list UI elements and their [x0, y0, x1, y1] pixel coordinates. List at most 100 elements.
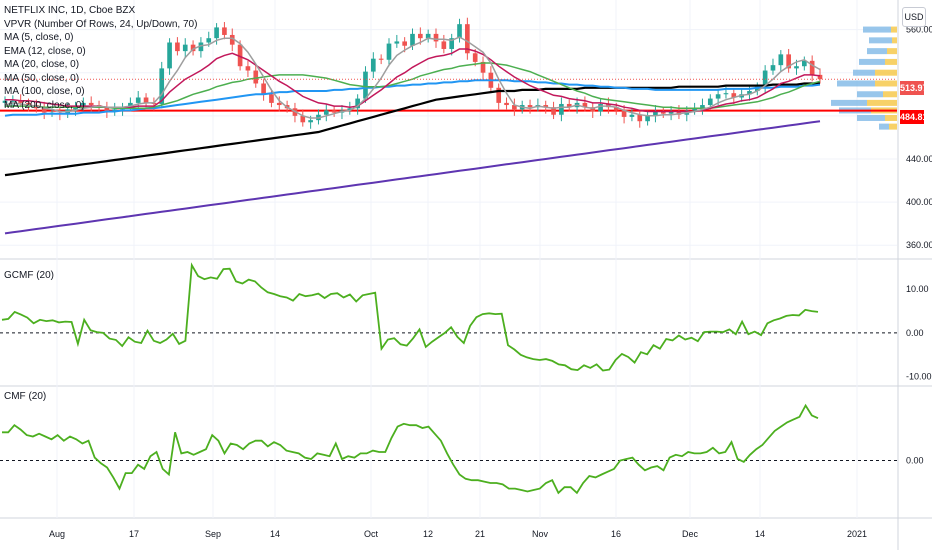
candle-body [817, 74, 823, 80]
candle-body [378, 58, 384, 60]
time-tick-label: 12 [423, 529, 433, 539]
vpvr-bar [885, 58, 897, 65]
candle-body [237, 44, 243, 67]
candle-body [2, 100, 8, 103]
candle-body [465, 24, 470, 54]
vpvr-bar [879, 123, 889, 130]
candle-body [261, 83, 266, 95]
gcmf-pane-title: GCMF (20) [4, 270, 54, 281]
legend-ema12[interactable]: EMA (12, close, 0) [4, 45, 86, 57]
time-tick-label: Sep [205, 529, 221, 539]
time-tick-label: 21 [475, 529, 485, 539]
time-tick-label: 2021 [847, 529, 867, 539]
candle-body [582, 102, 588, 108]
candle-body [143, 97, 149, 103]
cmf-pane-title: CMF (20) [4, 391, 47, 402]
vpvr-bar [867, 99, 897, 106]
candle-body [496, 87, 502, 103]
candle-body [276, 102, 282, 106]
candle-body [323, 110, 329, 115]
candle-body [613, 107, 619, 111]
vpvr-bar [889, 123, 897, 130]
price-tick-label: 560.00 [906, 25, 932, 35]
legend-ma100[interactable]: MA (100, close, 0) [4, 86, 85, 97]
ma5-line [4, 36, 821, 119]
indicator-tick-label: -10.00 [906, 372, 932, 382]
candle-body [590, 107, 596, 112]
candle-body [214, 27, 219, 39]
vpvr-bar [887, 48, 897, 55]
candle-body [441, 41, 447, 49]
candle-body [355, 98, 360, 109]
candle-body [598, 103, 603, 112]
candle-body [621, 110, 627, 117]
candle-body [18, 100, 24, 103]
vpvr-bar [891, 26, 897, 33]
candle-body [480, 61, 486, 73]
candle-body [707, 98, 713, 106]
currency-button[interactable]: USD [902, 7, 926, 27]
candle-body [786, 54, 791, 69]
vpvr-bar [863, 26, 891, 33]
candle-body [723, 93, 729, 95]
vpvr-bar [892, 37, 897, 44]
candle-body [801, 60, 807, 67]
indicator-line [2, 403, 819, 495]
ma200-line [4, 120, 821, 235]
vpvr-bar [857, 114, 885, 121]
time-tick-label: Dec [682, 529, 699, 539]
candle-body [543, 105, 549, 108]
legend-ma50[interactable]: MA (50, close, 0) [4, 72, 80, 84]
indicator-tick-label: 0.00 [906, 455, 924, 465]
candle-body [190, 44, 196, 52]
candle-body [386, 43, 392, 60]
ema12-line [5, 48, 821, 113]
candle-body [402, 41, 407, 46]
legend-ma5[interactable]: MA (5, close, 0) [4, 32, 74, 43]
candle-body [104, 107, 110, 112]
candle-body [26, 102, 31, 106]
vpvr-bar [859, 58, 885, 65]
candle-body [762, 70, 768, 87]
candle-body [128, 102, 133, 108]
legend-ma20[interactable]: MA (20, close, 0) [4, 59, 80, 70]
price-tick-label: 360.00 [906, 240, 932, 250]
indicator-line [1, 262, 819, 372]
legend-vpvr[interactable]: VPVR (Number Of Rows, 24, Up/Down, 70) [4, 18, 198, 30]
candle-body [175, 42, 180, 52]
time-tick-label: 17 [129, 529, 139, 539]
candle-body [433, 33, 439, 42]
candle-body [566, 103, 572, 108]
candle-body [692, 108, 697, 111]
candle-body [747, 91, 752, 95]
vpvr-bar [837, 80, 875, 87]
candle-body [551, 107, 556, 115]
candle-body [182, 44, 188, 52]
vpvr-bar [853, 69, 875, 76]
candle-body [253, 70, 259, 84]
candle-body [645, 115, 650, 122]
vpvr-bar [875, 69, 897, 76]
legend-ma200[interactable]: MA (200, close, 0) [4, 99, 85, 111]
candle-body [418, 33, 423, 39]
candle-body [512, 105, 517, 110]
indicator-tick-label: 0.00 [906, 328, 924, 338]
time-tick-label: 14 [755, 529, 765, 539]
candle-body [700, 105, 705, 109]
candle-body [394, 41, 400, 44]
candle-body [715, 94, 721, 99]
vpvr-bar [869, 37, 892, 44]
chart-legend: NETFLIX INC, 1D, Cboe BZX VPVR (Number O… [4, 4, 197, 112]
candle-body [135, 97, 141, 103]
candle-body [300, 115, 306, 123]
candle-body [778, 54, 784, 66]
candle-body [425, 33, 431, 39]
ma100-line [4, 82, 820, 177]
symbol-title: NETFLIX INC, 1D, Cboe BZX [4, 5, 136, 16]
candle-body [363, 71, 368, 99]
candle-body [41, 108, 47, 113]
time-tick-label: 14 [270, 529, 280, 539]
candle-body [457, 24, 462, 39]
